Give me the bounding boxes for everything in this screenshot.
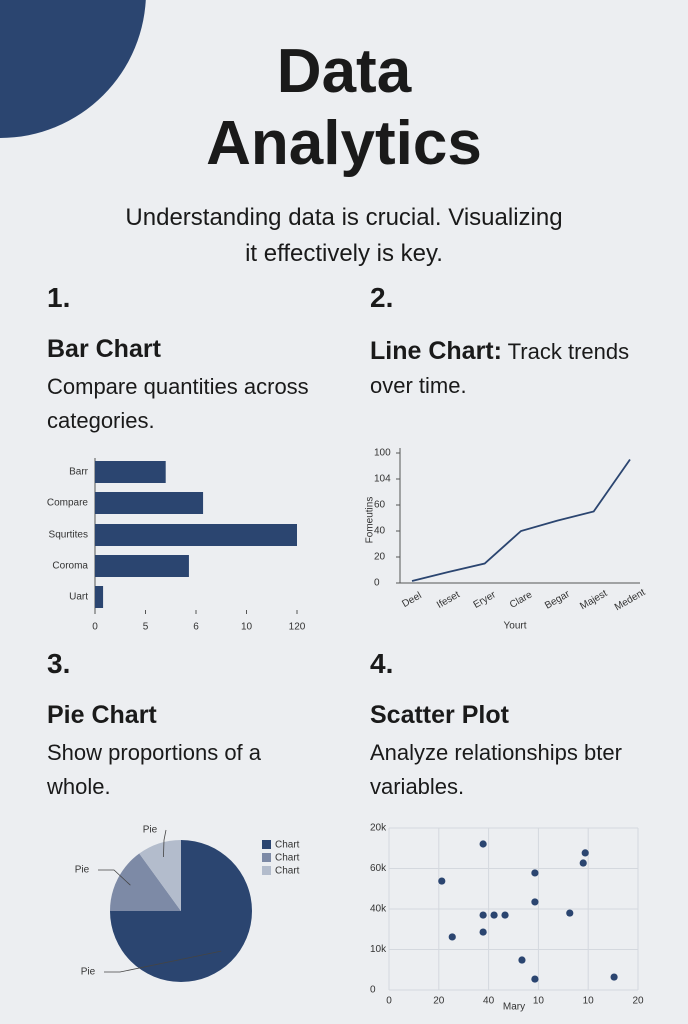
y-tick-label: 0 bbox=[370, 985, 376, 996]
y-tick-label: 20k bbox=[370, 823, 387, 834]
y-tick-label: Compare bbox=[47, 498, 89, 509]
section-number: 3. bbox=[47, 648, 71, 679]
legend-label: Chart bbox=[275, 840, 300, 851]
y-tick-label: 100 bbox=[374, 448, 391, 459]
section-heading: Bar Chart bbox=[47, 335, 161, 363]
section-heading: Scatter Plot bbox=[370, 701, 509, 729]
y-tick-label: 20 bbox=[374, 552, 386, 563]
x-tick-label: 0 bbox=[386, 996, 392, 1007]
slice-label: Pie bbox=[81, 967, 96, 978]
slice-label: Pie bbox=[75, 865, 90, 876]
slice-label: Pie bbox=[143, 825, 158, 836]
x-tick-label: 20 bbox=[632, 996, 644, 1007]
y-tick-label: 10k bbox=[370, 944, 387, 955]
section-number: 2. bbox=[370, 282, 394, 313]
section-text: Line Chart: Track trends over time. bbox=[370, 334, 630, 403]
legend-label: Chart bbox=[275, 853, 300, 864]
leader-line bbox=[104, 950, 222, 973]
decor-circle bbox=[0, 0, 146, 138]
bar bbox=[95, 586, 104, 608]
x-tick-label: 40 bbox=[483, 996, 495, 1007]
y-tick-label: 60 bbox=[374, 500, 386, 511]
scatter-point bbox=[518, 956, 526, 964]
x-tick-label: Majest bbox=[578, 588, 609, 612]
y-tick-label: 0 bbox=[374, 578, 380, 589]
section-number: 1. bbox=[47, 282, 71, 313]
scatter-point bbox=[501, 911, 509, 919]
x-tick-label: 20 bbox=[433, 996, 445, 1007]
legend-swatch bbox=[262, 853, 271, 862]
legend-swatch bbox=[262, 840, 271, 849]
leader-line bbox=[163, 829, 167, 857]
x-tick-label: 120 bbox=[289, 622, 306, 633]
scatter-point bbox=[479, 911, 487, 919]
x-tick-label: Deel bbox=[400, 590, 423, 610]
y-tick-label: 40k bbox=[370, 904, 387, 915]
bar bbox=[95, 524, 297, 546]
bar bbox=[95, 555, 189, 577]
x-axis-label: Mary bbox=[503, 1002, 525, 1013]
section-heading: Pie Chart bbox=[47, 701, 157, 729]
y-tick-label: Squrtites bbox=[49, 530, 88, 541]
scatter-point bbox=[566, 909, 574, 917]
subtitle: Understanding data is crucial. Visualizi… bbox=[125, 204, 563, 267]
x-tick-label: 10 bbox=[583, 996, 595, 1007]
section-description: Show proportions of a whole. bbox=[47, 740, 262, 799]
x-tick-label: Eryer bbox=[472, 589, 499, 611]
y-axis-label: Fomeutins bbox=[365, 497, 376, 544]
x-tick-label: 5 bbox=[143, 622, 149, 633]
legend-swatch bbox=[262, 866, 271, 875]
y-tick-label: Uart bbox=[69, 592, 88, 603]
section-text: Pie Chart Show proportions of a whole. bbox=[47, 698, 317, 804]
scatter-point bbox=[438, 877, 446, 885]
section-heading: Line Chart: bbox=[370, 337, 502, 365]
scatter-point bbox=[531, 869, 539, 877]
legend-label: Chart bbox=[275, 866, 300, 877]
scatter-point bbox=[479, 840, 487, 848]
x-tick-label: 0 bbox=[92, 622, 98, 633]
pie-slice bbox=[110, 853, 181, 911]
scatter-point bbox=[581, 849, 589, 857]
x-tick-label: 10 bbox=[241, 622, 253, 633]
x-tick-label: Ifeset bbox=[435, 589, 462, 611]
scatter-point bbox=[531, 975, 539, 983]
y-tick-label: 60k bbox=[370, 863, 387, 874]
leader-line bbox=[98, 869, 131, 886]
pie-slice bbox=[139, 840, 181, 911]
bar bbox=[95, 461, 166, 483]
x-tick-label: Begar bbox=[543, 588, 572, 611]
y-tick-label: Barr bbox=[69, 467, 89, 478]
scatter-point bbox=[531, 898, 539, 906]
x-tick-label: 10 bbox=[533, 996, 545, 1007]
section-description: Track trends over time. bbox=[370, 339, 630, 398]
section-text: Scatter Plot Analyze relationships bter v… bbox=[370, 698, 630, 804]
x-tick-label: Clare bbox=[508, 589, 535, 611]
scatter-point bbox=[579, 859, 587, 867]
section-description: Analyze relationships bter variables. bbox=[370, 740, 622, 799]
x-tick-label: Medent bbox=[613, 587, 648, 613]
line-series bbox=[411, 458, 631, 582]
y-tick-label: 40 bbox=[374, 526, 386, 537]
scatter-point bbox=[448, 933, 456, 941]
x-axis-label: Yourt bbox=[504, 621, 527, 632]
x-tick-label: 6 bbox=[193, 622, 199, 633]
scatter-point bbox=[610, 973, 618, 981]
title: Data Analytics bbox=[206, 37, 482, 178]
y-tick-label: 104 bbox=[374, 474, 391, 485]
y-tick-label: Coroma bbox=[52, 561, 88, 572]
scatter-point bbox=[490, 911, 498, 919]
bar bbox=[95, 492, 204, 514]
section-text: Bar Chart Compare quantities across categ… bbox=[47, 332, 337, 438]
scatter-point bbox=[479, 928, 487, 936]
section-description: Compare quantities across categories. bbox=[47, 374, 309, 433]
section-number: 4. bbox=[370, 648, 394, 679]
